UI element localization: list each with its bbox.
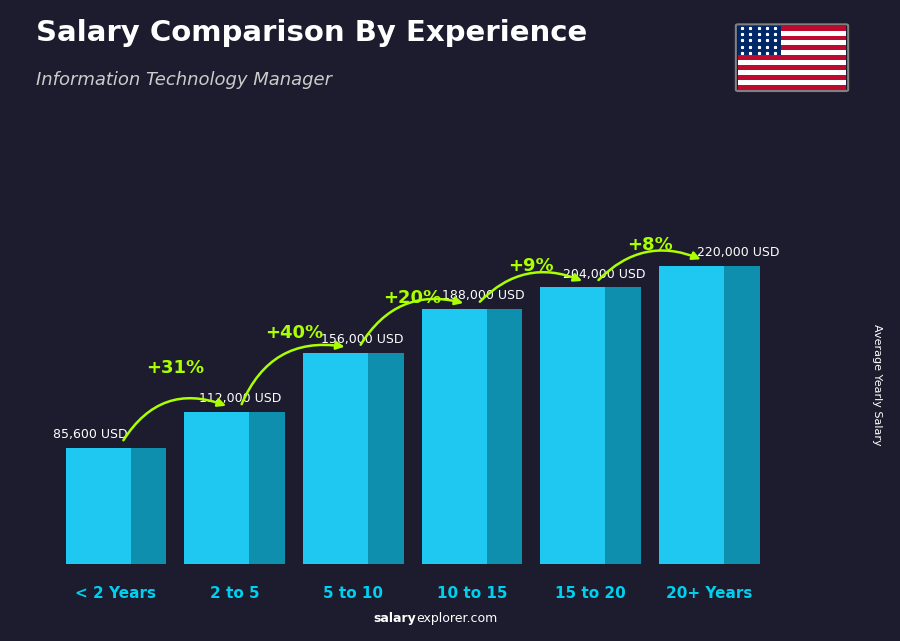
- Text: < 2 Years: < 2 Years: [76, 586, 157, 601]
- Bar: [738, 35, 846, 40]
- Text: 204,000 USD: 204,000 USD: [563, 268, 646, 281]
- Text: 10 to 15: 10 to 15: [436, 586, 508, 601]
- Bar: [738, 26, 781, 55]
- Text: +8%: +8%: [627, 236, 673, 254]
- Polygon shape: [487, 309, 522, 564]
- Text: 15 to 20: 15 to 20: [555, 586, 626, 601]
- Text: 188,000 USD: 188,000 USD: [442, 289, 525, 303]
- Bar: [738, 31, 846, 35]
- Text: 156,000 USD: 156,000 USD: [321, 333, 404, 345]
- Bar: [738, 46, 846, 50]
- Bar: [738, 50, 846, 55]
- Polygon shape: [724, 266, 760, 564]
- Text: Information Technology Manager: Information Technology Manager: [36, 71, 332, 88]
- Text: +40%: +40%: [265, 324, 323, 342]
- Bar: [738, 70, 846, 75]
- Text: Average Yearly Salary: Average Yearly Salary: [872, 324, 883, 445]
- Text: +9%: +9%: [508, 257, 554, 275]
- Bar: [659, 266, 724, 564]
- Bar: [66, 448, 130, 564]
- Bar: [738, 85, 846, 90]
- Text: +31%: +31%: [147, 359, 204, 377]
- Text: 112,000 USD: 112,000 USD: [199, 392, 282, 406]
- Bar: [738, 75, 846, 80]
- Polygon shape: [606, 287, 641, 564]
- Text: 2 to 5: 2 to 5: [210, 586, 259, 601]
- Bar: [421, 309, 487, 564]
- Text: Salary Comparison By Experience: Salary Comparison By Experience: [36, 19, 587, 47]
- Bar: [738, 26, 846, 31]
- Polygon shape: [130, 448, 166, 564]
- Polygon shape: [368, 353, 404, 564]
- Bar: [540, 287, 606, 564]
- Bar: [738, 60, 846, 65]
- Bar: [738, 40, 846, 46]
- Text: salary: salary: [374, 612, 416, 625]
- Bar: [738, 55, 846, 60]
- Text: 85,600 USD: 85,600 USD: [53, 428, 128, 441]
- Text: 5 to 10: 5 to 10: [323, 586, 383, 601]
- Text: 220,000 USD: 220,000 USD: [698, 246, 780, 259]
- Polygon shape: [249, 412, 285, 564]
- Bar: [738, 80, 846, 85]
- Text: +20%: +20%: [383, 288, 442, 306]
- Bar: [184, 412, 249, 564]
- Text: explorer.com: explorer.com: [416, 612, 497, 625]
- Bar: [303, 353, 368, 564]
- Bar: [738, 65, 846, 70]
- Text: 20+ Years: 20+ Years: [666, 586, 752, 601]
